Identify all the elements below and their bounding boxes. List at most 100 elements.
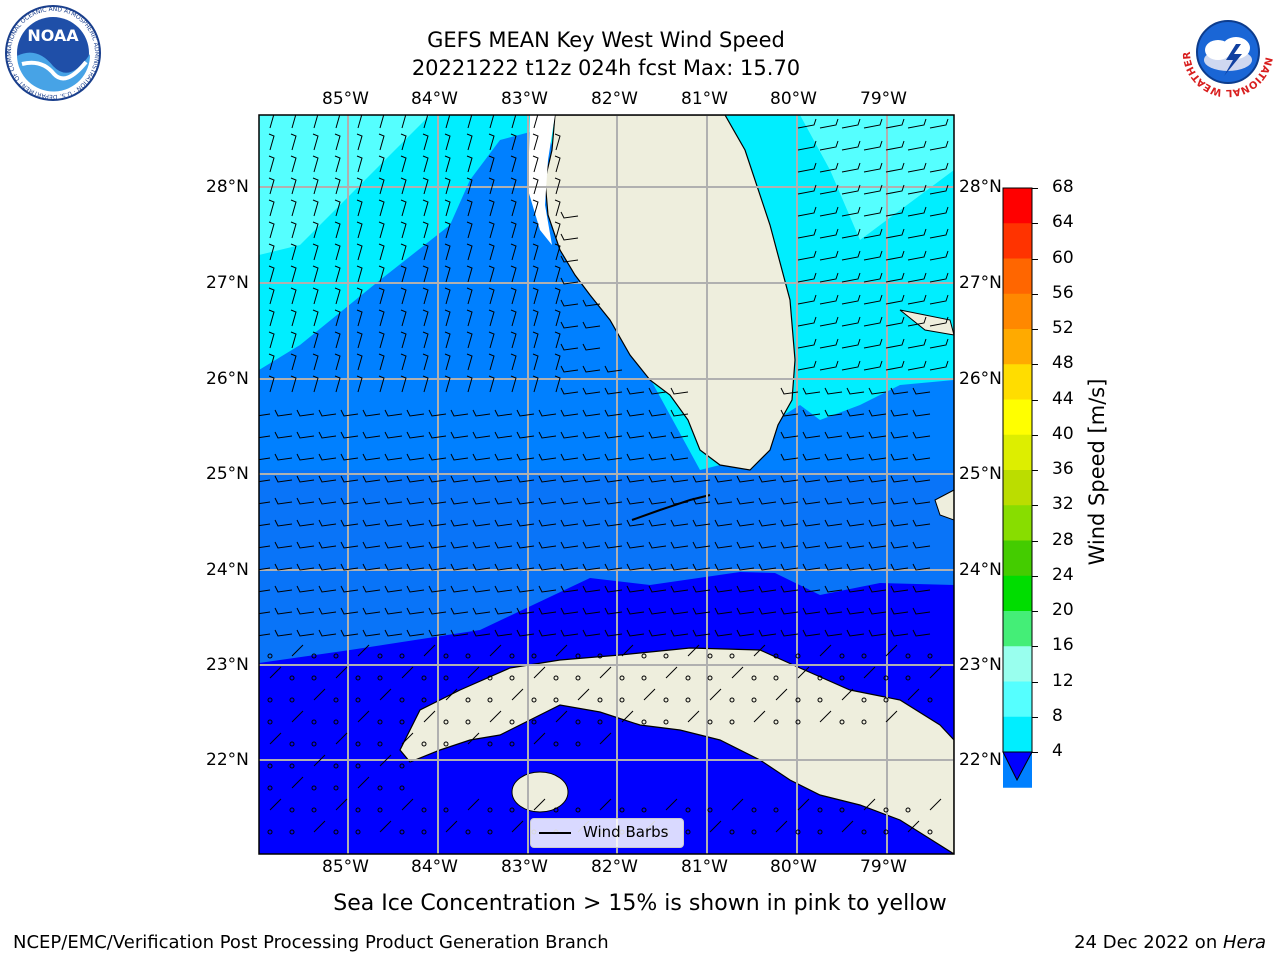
wind-barb (400, 155, 407, 173)
wind-barb (841, 206, 861, 217)
wind-barb (868, 607, 887, 615)
wind-barb (488, 155, 495, 173)
colorbar-tick-mark (1032, 575, 1038, 577)
wind-barb (621, 710, 634, 723)
wind-barb (313, 115, 319, 129)
wind-barb (511, 820, 524, 833)
wind-barb (378, 375, 385, 393)
wind-barb (758, 585, 777, 593)
wind-barb (670, 541, 689, 549)
wind-barb (444, 287, 451, 305)
wind-barb (290, 199, 297, 217)
wind-barb (554, 243, 561, 261)
wind-barb (511, 688, 524, 701)
wind-barb (751, 675, 757, 681)
wind-barb (406, 607, 425, 615)
wind-barb (274, 629, 293, 637)
wind-barb (421, 741, 427, 747)
wind-barb (582, 453, 601, 461)
wind-barb (488, 309, 495, 327)
wind-barb (274, 541, 293, 549)
colorbar-segment (1003, 188, 1032, 224)
wind-barb (648, 453, 667, 461)
wind-barb (802, 519, 821, 527)
wind-barb (355, 675, 361, 681)
colorbar-segment (1003, 716, 1032, 753)
wind-barb (824, 541, 843, 549)
wind-barb (487, 807, 493, 813)
wind-barb (560, 453, 579, 461)
wind-barb (560, 387, 579, 395)
wind-barb (312, 133, 319, 151)
wind-barb (907, 228, 927, 239)
wind-barb (312, 199, 319, 217)
graticule (259, 115, 954, 854)
wind-barb (817, 807, 823, 813)
wind-barb (268, 155, 275, 173)
wind-barb (494, 453, 513, 461)
wind-barb (312, 353, 319, 371)
wind-barb (516, 497, 535, 505)
wind-barb (362, 431, 381, 439)
wind-barb (912, 629, 931, 637)
wind-barb (274, 431, 293, 439)
wind-barb (378, 199, 385, 217)
wind-barb (670, 387, 689, 395)
wind-barb (538, 475, 557, 483)
colorbar-tick-mark (1032, 329, 1038, 330)
wind-barb (399, 697, 405, 703)
wind-barb (400, 199, 407, 217)
lat-label-left: 28°N (206, 177, 249, 197)
wind-barb (296, 475, 315, 483)
wind-barb (736, 629, 755, 637)
wind-barb (428, 475, 447, 483)
wind-barb (929, 184, 949, 195)
wind-barb (356, 353, 363, 371)
wind-barb (399, 763, 405, 769)
wind-barb (494, 497, 513, 505)
colorbar-tick-mark (1032, 434, 1038, 436)
wind-barb (312, 287, 319, 305)
wind-barb (290, 133, 297, 151)
colorbar-segment (1003, 223, 1032, 259)
wind-barb (467, 798, 480, 811)
wind-barb (604, 453, 623, 461)
wind-barb (863, 360, 883, 371)
wind-barb (729, 653, 735, 659)
map-frame (258, 114, 955, 855)
wind-barb (466, 331, 473, 349)
wind-barb (582, 497, 601, 505)
wind-barb (400, 353, 407, 371)
colorbar-tick-label: 24 (1052, 564, 1074, 585)
wind-barb (626, 519, 645, 527)
wind-barb (450, 453, 469, 461)
wind-barb (736, 497, 755, 505)
wind-barb (421, 829, 427, 835)
colorbar-segment (1003, 329, 1032, 365)
colorbar-tick-label: 4 (1052, 741, 1063, 761)
wind-barb (428, 431, 447, 439)
wind-barb (274, 585, 293, 593)
wind-barb (890, 585, 909, 593)
wind-barb (311, 741, 317, 747)
wind-barb (510, 177, 517, 195)
wind-barb (626, 607, 645, 615)
wind-barb (379, 754, 392, 767)
wind-barb (626, 387, 645, 395)
wind-barb (465, 697, 471, 703)
wind-barb (714, 541, 733, 549)
colorbar-tick-label: 12 (1052, 670, 1074, 691)
wind-barb (905, 807, 911, 813)
wind-barb (729, 697, 735, 703)
wind-barb (863, 666, 876, 679)
wind-barb (863, 162, 883, 173)
wind-barb (863, 184, 883, 195)
wind-barb (648, 585, 667, 593)
wind-barb (885, 316, 905, 327)
wind-barb (510, 375, 517, 393)
wind-barb (692, 497, 711, 505)
land-cuba (399, 647, 954, 854)
wind-barb (863, 338, 883, 349)
wind-barb (890, 475, 909, 483)
wind-barb (290, 177, 297, 195)
